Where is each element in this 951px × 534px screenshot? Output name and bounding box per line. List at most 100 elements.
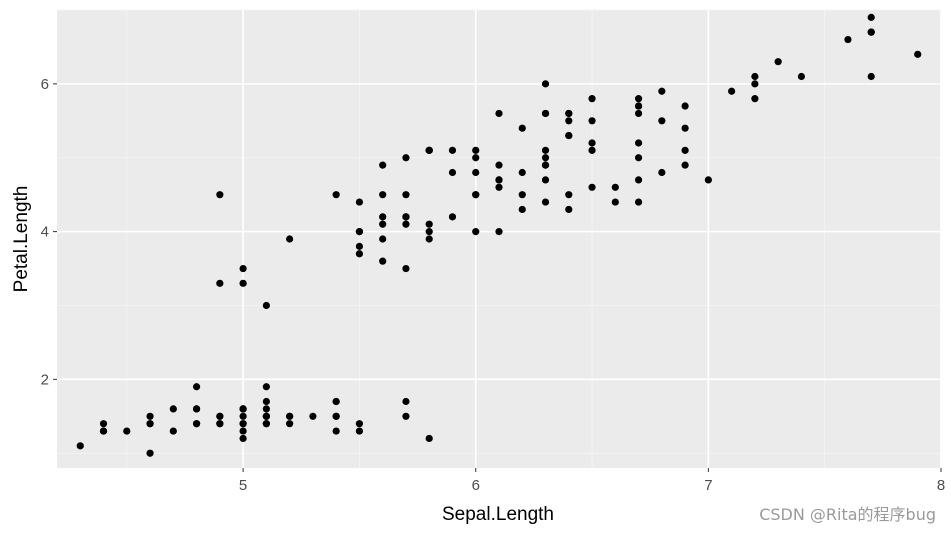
data-point [611,198,619,206]
data-points [76,13,922,457]
y-tick-label: 4 [41,224,49,241]
data-point [914,50,922,58]
data-point [518,124,526,132]
data-point [611,183,619,191]
data-point [495,109,503,118]
data-point [425,220,433,228]
y-axis: 2 4 6 [41,76,57,388]
data-point [704,176,712,184]
x-tick-label: 8 [937,477,945,494]
data-point [99,427,108,435]
data-point [239,434,247,443]
data-point [379,257,387,265]
data-point [216,279,224,287]
data-point [565,109,573,118]
data-point [262,301,270,310]
data-point [448,146,457,154]
data-point [379,213,387,221]
data-point [728,87,736,95]
data-point [379,161,387,169]
data-point [448,168,457,177]
data-point [541,109,550,118]
data-point [332,412,340,420]
data-point [658,117,666,125]
data-point [867,28,875,36]
data-point [169,405,177,413]
data-point [216,420,224,428]
x-tick-label: 6 [472,477,480,494]
data-point [262,397,270,406]
data-point [262,420,270,428]
data-point [472,191,480,199]
data-point [565,205,573,214]
data-point [379,235,387,243]
data-point [286,235,294,243]
watermark-text: CSDN @Rita的程序bug [759,505,936,524]
data-point [774,58,782,66]
data-point [634,154,643,162]
data-point [751,72,759,81]
data-point [541,198,550,206]
data-point [867,13,875,21]
data-point [495,183,503,191]
data-point [634,102,643,110]
data-point [146,449,154,457]
data-point [355,228,364,236]
data-point [751,80,759,88]
data-point [402,213,410,221]
data-point [76,442,84,450]
data-point [192,405,201,413]
data-point [495,176,503,184]
x-axis-title: Sepal.Length [442,504,554,525]
data-point [239,412,247,420]
data-point [123,427,131,435]
data-point [355,198,364,206]
data-point [379,220,387,228]
data-point [588,117,596,125]
data-point [681,124,689,132]
data-point [518,168,526,177]
data-point [658,168,666,177]
data-point [262,383,270,391]
y-tick-label: 6 [41,76,49,93]
data-point [425,434,433,443]
data-point [541,161,550,169]
data-point [239,420,247,428]
data-point [495,161,503,169]
data-point [588,146,596,154]
data-point [658,87,666,95]
data-point [541,154,550,162]
data-point [402,220,410,228]
data-point [286,420,294,428]
data-point [262,412,270,420]
data-point [332,397,340,406]
data-point [286,412,294,420]
data-point [146,412,154,420]
x-axis: 5 6 7 8 [239,468,945,494]
plot-panel [57,10,941,468]
data-point [355,250,364,258]
data-point [402,412,410,420]
data-point [192,420,201,428]
data-point [239,405,247,413]
data-point [146,420,154,428]
data-point [634,95,643,103]
data-point [425,235,433,243]
data-point [844,35,852,44]
data-point [588,183,596,191]
data-point [472,168,480,177]
data-point [565,117,573,125]
data-point [797,72,806,81]
data-point [402,264,410,273]
data-point [588,95,596,103]
data-point [309,412,317,420]
data-point [402,191,410,199]
data-point [565,131,573,140]
data-point [262,405,270,413]
data-point [588,139,596,147]
data-point [495,228,503,236]
data-point [681,146,689,154]
data-point [379,191,387,199]
data-point [355,242,364,250]
